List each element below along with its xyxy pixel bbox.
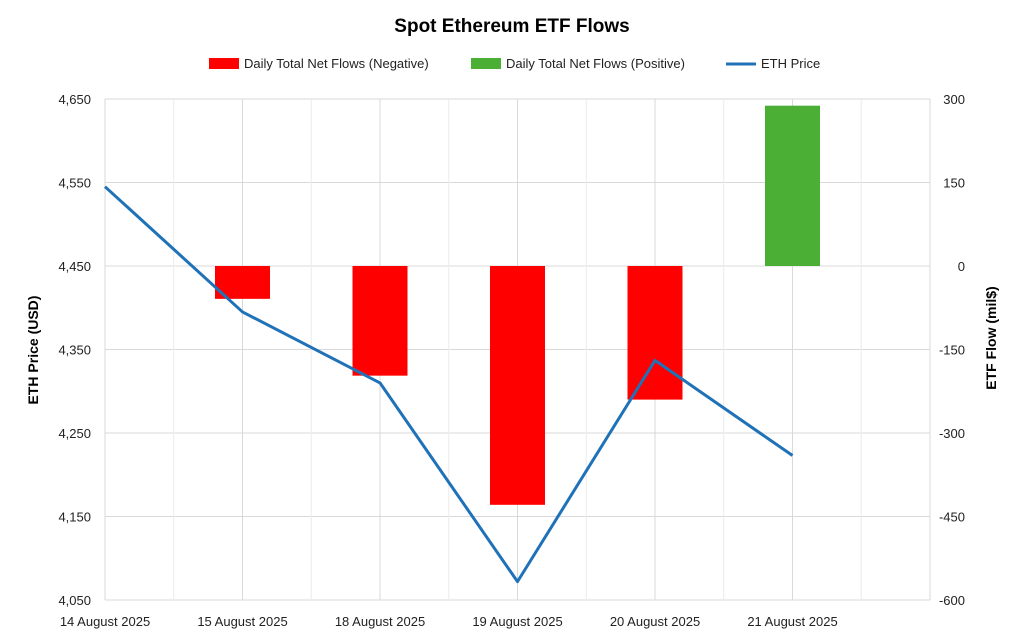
bar-negative-flow [490,266,545,505]
legend-swatch-positive [471,58,501,69]
right-tick-label: 300 [943,92,965,107]
left-tick-label: 4,250 [58,426,91,441]
right-tick-label: -600 [939,593,965,608]
x-axis-ticks: 14 August 2025 15 August 2025 18 August 20… [60,614,838,629]
left-tick-label: 4,550 [58,176,91,191]
right-tick-label: -450 [939,510,965,525]
left-tick-label: 4,450 [58,259,91,274]
right-axis-title: ETF Flow (mil$) [983,286,999,389]
x-tick-label: 19 August 2025 [472,614,562,629]
x-tick-label: 14 August 2025 [60,614,150,629]
left-tick-label: 4,050 [58,593,91,608]
eth-price-line [103,185,794,584]
left-tick-label: 4,650 [58,92,91,107]
right-tick-label: 0 [958,259,965,274]
right-tick-label: -300 [939,426,965,441]
x-tick-label: 21 August 2025 [747,614,837,629]
right-tick-label: -150 [939,343,965,358]
price-line-group [103,185,794,584]
legend: Daily Total Net Flows (Negative) Daily T… [209,56,820,71]
x-tick-label: 20 August 2025 [610,614,700,629]
x-tick-label: 18 August 2025 [335,614,425,629]
left-tick-label: 4,150 [58,510,91,525]
legend-label-positive: Daily Total Net Flows (Positive) [506,56,685,71]
x-tick-label: 15 August 2025 [197,614,287,629]
bar-negative-flow [627,266,683,400]
right-tick-label: 150 [943,176,965,191]
left-axis-title: ETH Price (USD) [25,296,41,405]
chart-title: Spot Ethereum ETF Flows [394,16,629,37]
left-axis-ticks: 4,650 4,550 4,450 4,350 4,250 4,150 4,050 [58,92,91,608]
bar-positive-flow [765,105,820,267]
legend-label-price: ETH Price [761,56,820,71]
bar-negative-flow [352,266,408,376]
right-axis-ticks: 300 150 0 -150 -300 -450 -600 [939,92,965,608]
legend-label-negative: Daily Total Net Flows (Negative) [244,56,429,71]
left-tick-label: 4,350 [58,343,91,358]
legend-swatch-negative [209,58,239,69]
